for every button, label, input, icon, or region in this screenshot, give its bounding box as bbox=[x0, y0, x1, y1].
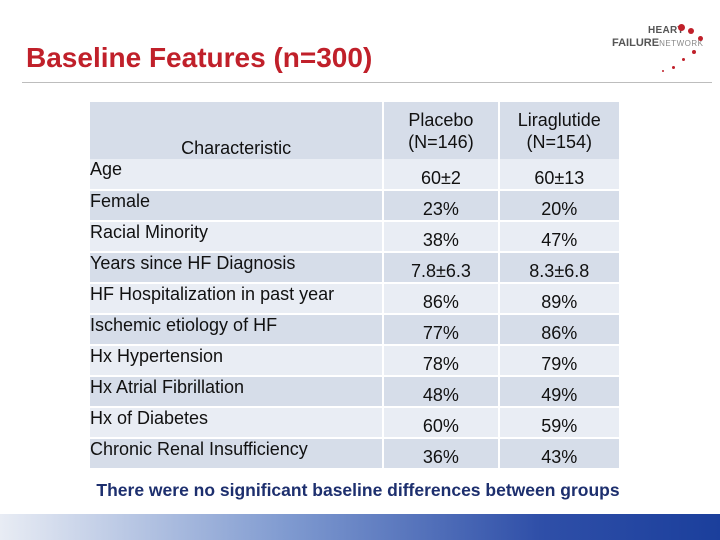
row-label: Hx Hypertension bbox=[90, 345, 384, 377]
placebo-value: 60% bbox=[382, 407, 499, 439]
table-row: Racial Minority 38% 47% bbox=[90, 221, 619, 253]
row-label: Racial Minority bbox=[90, 221, 384, 253]
bottom-gradient-bar bbox=[0, 514, 720, 540]
baseline-features-table: Characteristic Placebo (N=146) Liragluti… bbox=[90, 102, 619, 470]
logo-text-failure-network: FAILURENETWORK bbox=[612, 37, 703, 49]
title-divider bbox=[22, 82, 712, 83]
header-placebo-name: Placebo bbox=[408, 109, 474, 130]
header-characteristic: Characteristic bbox=[90, 102, 384, 159]
header-liraglutide-name: Liraglutide bbox=[517, 109, 601, 130]
liraglutide-value: 86% bbox=[497, 314, 619, 346]
row-label: Years since HF Diagnosis bbox=[90, 252, 384, 284]
row-label: Hx of Diabetes bbox=[90, 407, 384, 439]
placebo-value: 38% bbox=[382, 221, 499, 253]
table-row: Hx Atrial Fibrillation 48% 49% bbox=[90, 376, 619, 408]
row-label: Age bbox=[90, 159, 384, 191]
placebo-value: 36% bbox=[382, 438, 499, 470]
header-liraglutide-n: (N=154) bbox=[526, 131, 593, 152]
liraglutide-value: 8.3±6.8 bbox=[497, 252, 619, 284]
header-placebo: Placebo (N=146) bbox=[382, 102, 499, 159]
placebo-value: 7.8±6.3 bbox=[382, 252, 499, 284]
logo-text-heart: HEART bbox=[648, 25, 684, 36]
placebo-value: 48% bbox=[382, 376, 499, 408]
table-row: Years since HF Diagnosis 7.8±6.3 8.3±6.8 bbox=[90, 252, 619, 284]
logo-text-failure: FAILURE bbox=[612, 37, 660, 49]
placebo-value: 77% bbox=[382, 314, 499, 346]
table-row: Age 60±2 60±13 bbox=[90, 159, 619, 191]
liraglutide-value: 20% bbox=[497, 190, 619, 222]
logo-dot-icon bbox=[662, 70, 664, 72]
footnote: There were no significant baseline diffe… bbox=[96, 480, 620, 500]
liraglutide-value: 47% bbox=[497, 221, 619, 253]
header-placebo-n: (N=146) bbox=[408, 131, 474, 152]
logo-dot-icon bbox=[672, 66, 675, 69]
table-row: Hx Hypertension 78% 79% bbox=[90, 345, 619, 377]
table-row: Hx of Diabetes 60% 59% bbox=[90, 407, 619, 439]
liraglutide-value: 79% bbox=[497, 345, 619, 377]
heart-failure-network-logo: HEART FAILURENETWORK bbox=[612, 22, 716, 76]
header-liraglutide: Liraglutide (N=154) bbox=[497, 102, 619, 159]
row-label: Hx Atrial Fibrillation bbox=[90, 376, 384, 408]
liraglutide-value: 89% bbox=[497, 283, 619, 315]
row-label: Ischemic etiology of HF bbox=[90, 314, 384, 346]
logo-dot-icon bbox=[678, 24, 685, 31]
row-label: Female bbox=[90, 190, 384, 222]
slide-title: Baseline Features (n=300) bbox=[26, 42, 373, 73]
table-row: Ischemic etiology of HF 77% 86% bbox=[90, 314, 619, 346]
table-row: Chronic Renal Insufficiency 36% 43% bbox=[90, 438, 619, 470]
placebo-value: 78% bbox=[382, 345, 499, 377]
row-label: HF Hospitalization in past year bbox=[90, 283, 384, 315]
placebo-value: 23% bbox=[382, 190, 499, 222]
liraglutide-value: 60±13 bbox=[497, 159, 619, 191]
table-row: Female 23% 20% bbox=[90, 190, 619, 222]
logo-dot-icon bbox=[682, 58, 685, 61]
placebo-value: 86% bbox=[382, 283, 499, 315]
table-header-row: Characteristic Placebo (N=146) Liragluti… bbox=[90, 102, 619, 159]
logo-dot-icon bbox=[688, 28, 694, 34]
logo-dot-icon bbox=[692, 50, 696, 54]
liraglutide-value: 59% bbox=[497, 407, 619, 439]
liraglutide-value: 43% bbox=[497, 438, 619, 470]
table-row: HF Hospitalization in past year 86% 89% bbox=[90, 283, 619, 315]
logo-dot-icon bbox=[698, 36, 703, 41]
logo-text-network: NETWORK bbox=[659, 39, 704, 48]
placebo-value: 60±2 bbox=[382, 159, 499, 191]
liraglutide-value: 49% bbox=[497, 376, 619, 408]
row-label: Chronic Renal Insufficiency bbox=[90, 438, 384, 470]
